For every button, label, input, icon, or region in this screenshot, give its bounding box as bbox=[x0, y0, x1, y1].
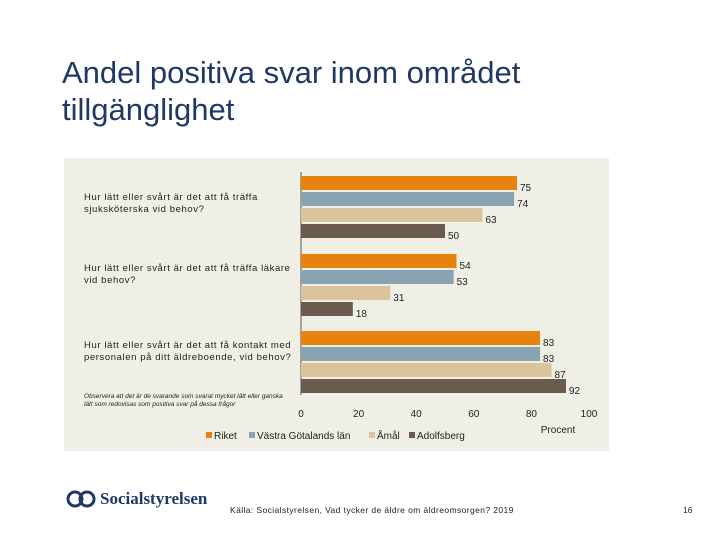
bar-value-label: 83 bbox=[543, 354, 555, 365]
bar-value-label: 31 bbox=[393, 293, 405, 304]
question-label-3: Hur lätt eller svårt är det att få konta… bbox=[84, 340, 292, 363]
page-title: Andel positiva svar inom området tillgän… bbox=[62, 55, 521, 127]
legend-label: Adolfsberg bbox=[417, 431, 465, 442]
x-tick-label: 40 bbox=[411, 409, 423, 420]
legend-label: Västra Götalands län bbox=[257, 431, 350, 442]
x-tick-label: 80 bbox=[526, 409, 538, 420]
bar-value-label: 50 bbox=[448, 231, 460, 242]
logo-text: Socialstyrelsen bbox=[100, 489, 208, 508]
bar-value-label: 87 bbox=[555, 370, 567, 381]
bar-q3-åmål bbox=[301, 363, 552, 377]
x-tick-label: 100 bbox=[581, 409, 598, 420]
bar-q3-adolfsberg bbox=[301, 379, 566, 393]
legend-swatch bbox=[249, 432, 255, 438]
x-tick-label: 20 bbox=[353, 409, 365, 420]
x-axis-label: Procent bbox=[541, 425, 576, 436]
question-label-2: Hur lätt eller svårt är det att få träff… bbox=[84, 263, 291, 286]
bar-q2-åmål bbox=[301, 286, 391, 300]
x-tick-label: 60 bbox=[468, 409, 480, 420]
legend-swatch bbox=[206, 432, 212, 438]
bar-value-label: 53 bbox=[457, 277, 469, 288]
page-number: 16 bbox=[683, 505, 693, 515]
bar-value-label: 63 bbox=[485, 215, 497, 226]
bar-value-label: 54 bbox=[460, 261, 472, 272]
question-label-1: Hur lätt eller svårt är det att få träff… bbox=[84, 192, 258, 215]
legend-swatch bbox=[409, 432, 415, 438]
socialstyrelsen-logo: Socialstyrelsen bbox=[66, 487, 207, 511]
bar-value-label: 92 bbox=[569, 386, 581, 397]
bar-q1-västra-götalands-län bbox=[301, 192, 515, 206]
bar-value-label: 75 bbox=[520, 183, 532, 194]
bar-q2-adolfsberg bbox=[301, 302, 353, 316]
legend-swatch bbox=[369, 432, 375, 438]
bar-q2-västra-götalands-län bbox=[301, 270, 454, 284]
legend-label: Åmål bbox=[377, 429, 400, 442]
bar-q3-riket bbox=[301, 331, 541, 345]
legend-label: Riket bbox=[214, 431, 237, 442]
bar-q1-åmål bbox=[301, 208, 483, 222]
bar-q1-adolfsberg bbox=[301, 224, 445, 238]
bar-value-label: 74 bbox=[517, 199, 529, 210]
x-tick-label: 0 bbox=[298, 409, 304, 420]
chart-note: Observera att det är de svarande som sva… bbox=[84, 393, 283, 408]
source-text: Källa: Socialstyrelsen, Vad tycker de äl… bbox=[230, 505, 514, 515]
bar-value-label: 83 bbox=[543, 338, 555, 349]
bar-value-label: 18 bbox=[356, 309, 368, 320]
bar-q3-västra-götalands-län bbox=[301, 347, 541, 361]
bar-q1-riket bbox=[301, 176, 517, 190]
logo-emblem-icon bbox=[66, 490, 96, 508]
bar-q2-riket bbox=[301, 254, 457, 268]
